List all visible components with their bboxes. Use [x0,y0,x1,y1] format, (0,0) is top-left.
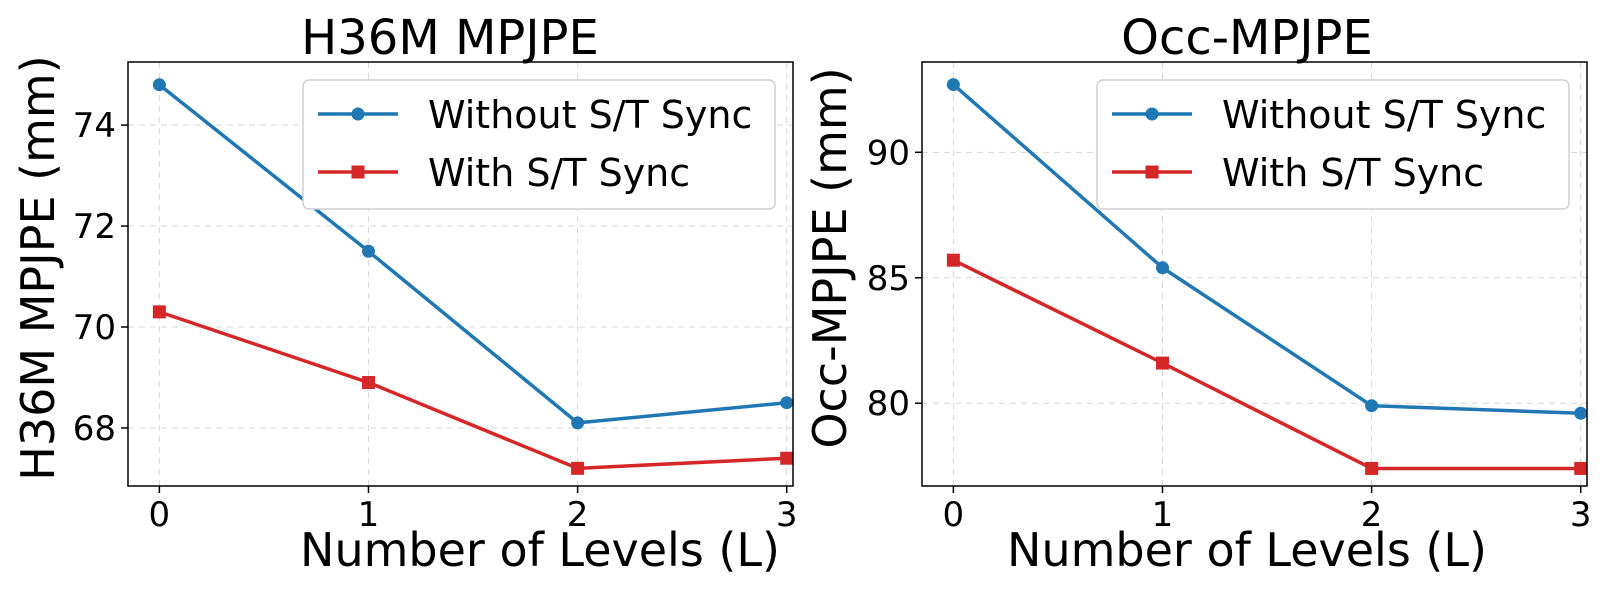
legend-marker-without-sync [351,107,365,121]
data-point-without-sync [152,78,166,92]
series-line-without-sync [158,83,787,425]
data-point-without-sync [361,244,375,258]
data-point-without-sync [1365,399,1379,413]
chart-occ-mpjpe: Occ-MPJPE Number of Levels (L) Occ-MPJPE… [803,10,1592,577]
x-tick-label: 1 [358,495,380,535]
series-line-with-sync [952,258,1581,471]
plot-frame [127,61,794,487]
data-point-without-sync [1155,261,1169,275]
data-point-with-sync [946,253,960,267]
axis-ticks: 0 1 2 3 68 70 72 74 [73,106,798,535]
chart-title: Occ-MPJPE [1121,10,1373,66]
y-tick-label: 80 [867,384,910,424]
x-tick-label: 0 [943,495,965,535]
x-tick-label: 1 [1152,495,1174,535]
legend-box [302,79,776,210]
data-point-without-sync [946,78,960,92]
data-point-without-sync [780,396,794,410]
y-tick-label: 68 [73,409,116,449]
legend-marker-with-sync [1145,165,1159,179]
series-line-without-sync [952,83,1581,415]
data-point-with-sync [361,376,375,390]
axis-ticks: 0 1 2 3 80 85 90 [867,133,1592,535]
y-axis-label: Occ-MPJPE (mm) [803,67,857,448]
x-axis-label: Number of Levels (L) [1007,523,1487,577]
data-point-with-sync [1365,461,1379,475]
legend: Without S/T Sync With S/T Sync [1096,79,1570,210]
legend-marker-with-sync [351,165,365,179]
data-point-with-sync [780,451,794,465]
x-tick-label: 3 [1570,495,1592,535]
y-tick-label: 85 [867,259,910,299]
y-tick-label: 70 [73,308,116,348]
y-axis-label: H36M MPJPE (mm) [11,55,65,480]
data-point-without-sync [1574,406,1588,420]
series-line-with-sync [158,310,787,471]
legend-label-without-sync: Without S/T Sync [1222,93,1546,137]
series-layer [946,78,1588,475]
chart-h36m-mpjpe: H36M MPJPE Number of Levels (L) H36M MPJ… [11,10,798,577]
legend: Without S/T Sync With S/T Sync [302,79,776,210]
x-tick-label: 2 [1361,495,1383,535]
y-tick-label: 90 [867,133,910,173]
data-point-with-sync [571,461,585,475]
series-layer [152,78,794,475]
data-point-with-sync [152,305,166,319]
data-point-without-sync [571,416,585,430]
y-tick-label: 74 [73,106,116,146]
x-tick-label: 0 [149,495,171,535]
x-axis-label: Number of Levels (L) [300,523,780,577]
legend-label-without-sync: Without S/T Sync [428,93,752,137]
x-tick-label: 2 [567,495,589,535]
legend-label-with-sync: With S/T Sync [428,151,690,195]
data-point-with-sync [1155,356,1169,370]
y-tick-label: 72 [73,207,116,247]
legend-box [1096,79,1570,210]
x-tick-label: 3 [776,495,798,535]
data-point-with-sync [1574,461,1588,475]
legend-label-with-sync: With S/T Sync [1222,151,1484,195]
plot-frame [921,61,1588,487]
legend-marker-without-sync [1145,107,1159,121]
chart-title: H36M MPJPE [301,10,599,66]
